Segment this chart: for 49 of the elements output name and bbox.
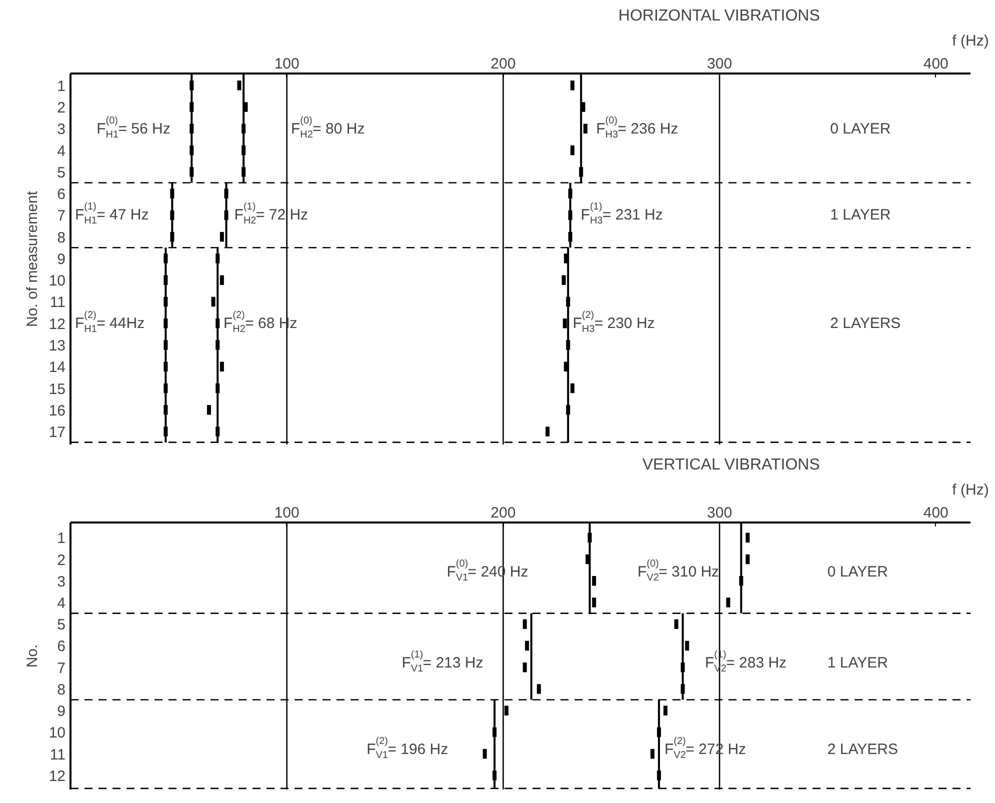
y-tick-label: 8 xyxy=(57,681,66,698)
y-tick-label: 13 xyxy=(48,337,66,354)
x-tick-label: 300 xyxy=(707,56,732,72)
y-tick-label: 6 xyxy=(57,638,66,656)
y-tick-label: 3 xyxy=(57,573,66,590)
y-axis-title: No. of measurement xyxy=(24,190,41,327)
y-tick-label: 2 xyxy=(57,100,66,117)
y-tick-label: 17 xyxy=(48,424,66,442)
y-tick-label: 14 xyxy=(48,359,66,376)
chart-title: HORIZONTAL VIBRATIONS xyxy=(618,8,820,24)
annotation: 0 LAYER xyxy=(827,564,888,581)
x-axis-title: f (Hz) xyxy=(952,32,989,50)
y-tick-label: 11 xyxy=(50,294,66,312)
y-tick-label: 1 xyxy=(57,78,66,95)
y-tick-label: 9 xyxy=(57,703,66,720)
x-tick-label: 400 xyxy=(923,56,948,72)
annotation: 1 LAYER xyxy=(827,654,888,672)
y-tick-label: 5 xyxy=(57,164,66,182)
x-tick-label: 100 xyxy=(274,56,300,72)
x-tick-label: 200 xyxy=(490,56,516,72)
y-tick-label: 10 xyxy=(48,272,66,290)
y-tick-label: 1 xyxy=(57,530,66,548)
y-tick-label: 5 xyxy=(57,616,66,634)
y-tick-label: 3 xyxy=(57,121,66,138)
annotation: 2 LAYERS xyxy=(827,740,898,758)
y-tick-label: 9 xyxy=(57,250,66,268)
chart-title: VERTICAL VIBRATIONS xyxy=(642,456,820,474)
y-tick-label: 12 xyxy=(48,316,66,333)
annotation: 0 LAYER xyxy=(830,120,891,138)
y-tick-label: 15 xyxy=(48,380,66,398)
annotation: 2 LAYERS xyxy=(830,315,901,332)
y-tick-label: 2 xyxy=(57,552,66,569)
y-tick-label: 8 xyxy=(57,229,66,246)
y-tick-label: 6 xyxy=(57,186,66,204)
y-tick-label: 12 xyxy=(48,768,66,785)
x-tick-label: 400 xyxy=(923,504,948,522)
y-tick-label: 7 xyxy=(57,208,66,225)
y-tick-label: 10 xyxy=(48,724,66,742)
y-tick-label: 7 xyxy=(57,660,66,677)
y-tick-label: 4 xyxy=(57,142,66,160)
y-axis-title: No. xyxy=(24,644,41,668)
y-tick-label: 16 xyxy=(48,402,66,420)
x-tick-label: 300 xyxy=(707,504,732,522)
x-axis-title: f (Hz) xyxy=(952,482,989,498)
y-tick-label: 11 xyxy=(50,746,66,764)
y-tick-label: 4 xyxy=(57,594,66,612)
x-tick-label: 200 xyxy=(490,504,516,522)
x-tick-label: 100 xyxy=(274,504,300,522)
annotation: 1 LAYER xyxy=(830,206,891,224)
